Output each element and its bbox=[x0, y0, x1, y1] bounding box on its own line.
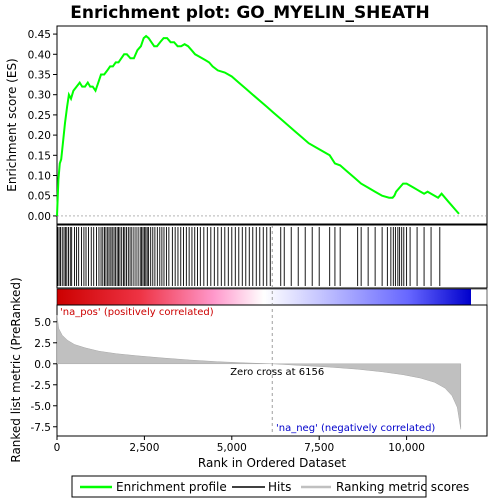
metric-axis-label: Ranked list metric (PreRanked) bbox=[9, 277, 23, 462]
metric-y-tick-label: 5.0 bbox=[34, 317, 51, 329]
x-axis-label: Rank in Ordered Dataset bbox=[198, 456, 346, 470]
x-tick-label: 7,500 bbox=[304, 442, 334, 454]
x-tick-label: 2,500 bbox=[129, 442, 159, 454]
zero-cross-label: Zero cross at 6156 bbox=[230, 367, 324, 378]
metric-y-tick-label: -5.0 bbox=[31, 401, 52, 413]
legend-metric-label: Ranking metric scores bbox=[336, 480, 469, 494]
es-y-tick-label: 0.35 bbox=[28, 69, 51, 81]
positive-label: 'na_pos' (positively correlated) bbox=[60, 307, 214, 318]
es-y-tick-label: 0.40 bbox=[28, 49, 51, 61]
metric-y-tick-label: -2.5 bbox=[31, 380, 52, 392]
chart-title: Enrichment plot: GO_MYELIN_SHEATH bbox=[70, 3, 429, 23]
x-tick-label: 0 bbox=[54, 442, 61, 454]
metric-y-tick-label: 2.5 bbox=[34, 338, 51, 350]
x-tick-label: 5,000 bbox=[217, 442, 247, 454]
es-y-tick-label: 0.15 bbox=[28, 150, 51, 162]
x-tick-label: 10,000 bbox=[388, 442, 425, 454]
negative-label: 'na_neg' (negatively correlated) bbox=[276, 423, 435, 434]
es-y-tick-label: 0.45 bbox=[28, 29, 51, 41]
es-y-tick-label: 0.00 bbox=[28, 211, 51, 223]
enrichment-profile-line bbox=[56, 34, 460, 216]
metric-y-tick-label: -7.5 bbox=[31, 422, 52, 434]
es-y-tick-label: 0.20 bbox=[28, 130, 51, 142]
es-panel bbox=[56, 25, 488, 225]
es-axis-label: Enrichment score (ES) bbox=[5, 58, 19, 191]
ranking-metric-area bbox=[56, 315, 462, 430]
hit-marks bbox=[57, 227, 441, 286]
es-y-axis: 0.00 0.05 0.10 0.15 0.20 0.25 0.30 0.35 0.40 0.45 bbox=[28, 29, 57, 223]
x-axis: 0 2,500 5,000 7,500 10,000 bbox=[54, 436, 425, 454]
es-y-tick-label: 0.25 bbox=[28, 110, 51, 122]
rank-color-strip bbox=[57, 289, 471, 305]
legend-hits-label: Hits bbox=[268, 480, 291, 494]
es-y-tick-label: 0.05 bbox=[28, 191, 51, 203]
es-y-tick-label: 0.10 bbox=[28, 171, 51, 183]
metric-y-tick-label: 0.0 bbox=[34, 359, 51, 371]
legend-enrichment-label: Enrichment profile bbox=[116, 480, 227, 494]
metric-y-axis: 5.0 2.5 0.0 -2.5 -5.0 -7.5 bbox=[31, 317, 57, 434]
es-y-tick-label: 0.30 bbox=[28, 90, 51, 102]
